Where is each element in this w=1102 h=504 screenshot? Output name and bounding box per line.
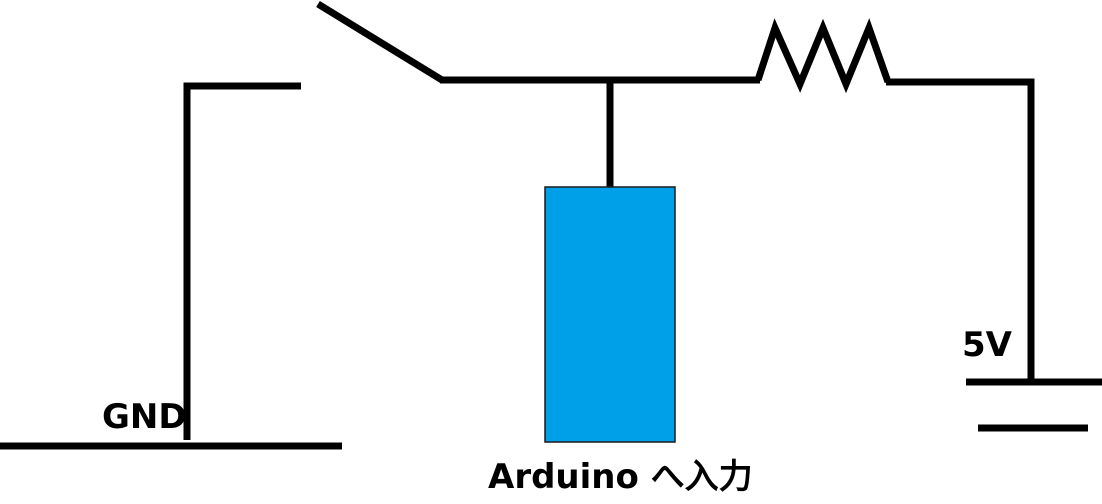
arduino-input-block <box>544 186 676 443</box>
supply-wire <box>886 78 1035 382</box>
pull-up-resistor <box>754 18 892 94</box>
gnd-label: GND <box>102 397 187 437</box>
supply-label: 5V <box>962 325 1013 365</box>
arduino-input-label: Arduino へ入力 <box>488 457 753 497</box>
gnd-wire <box>183 82 301 440</box>
switch-lever <box>316 1 444 83</box>
